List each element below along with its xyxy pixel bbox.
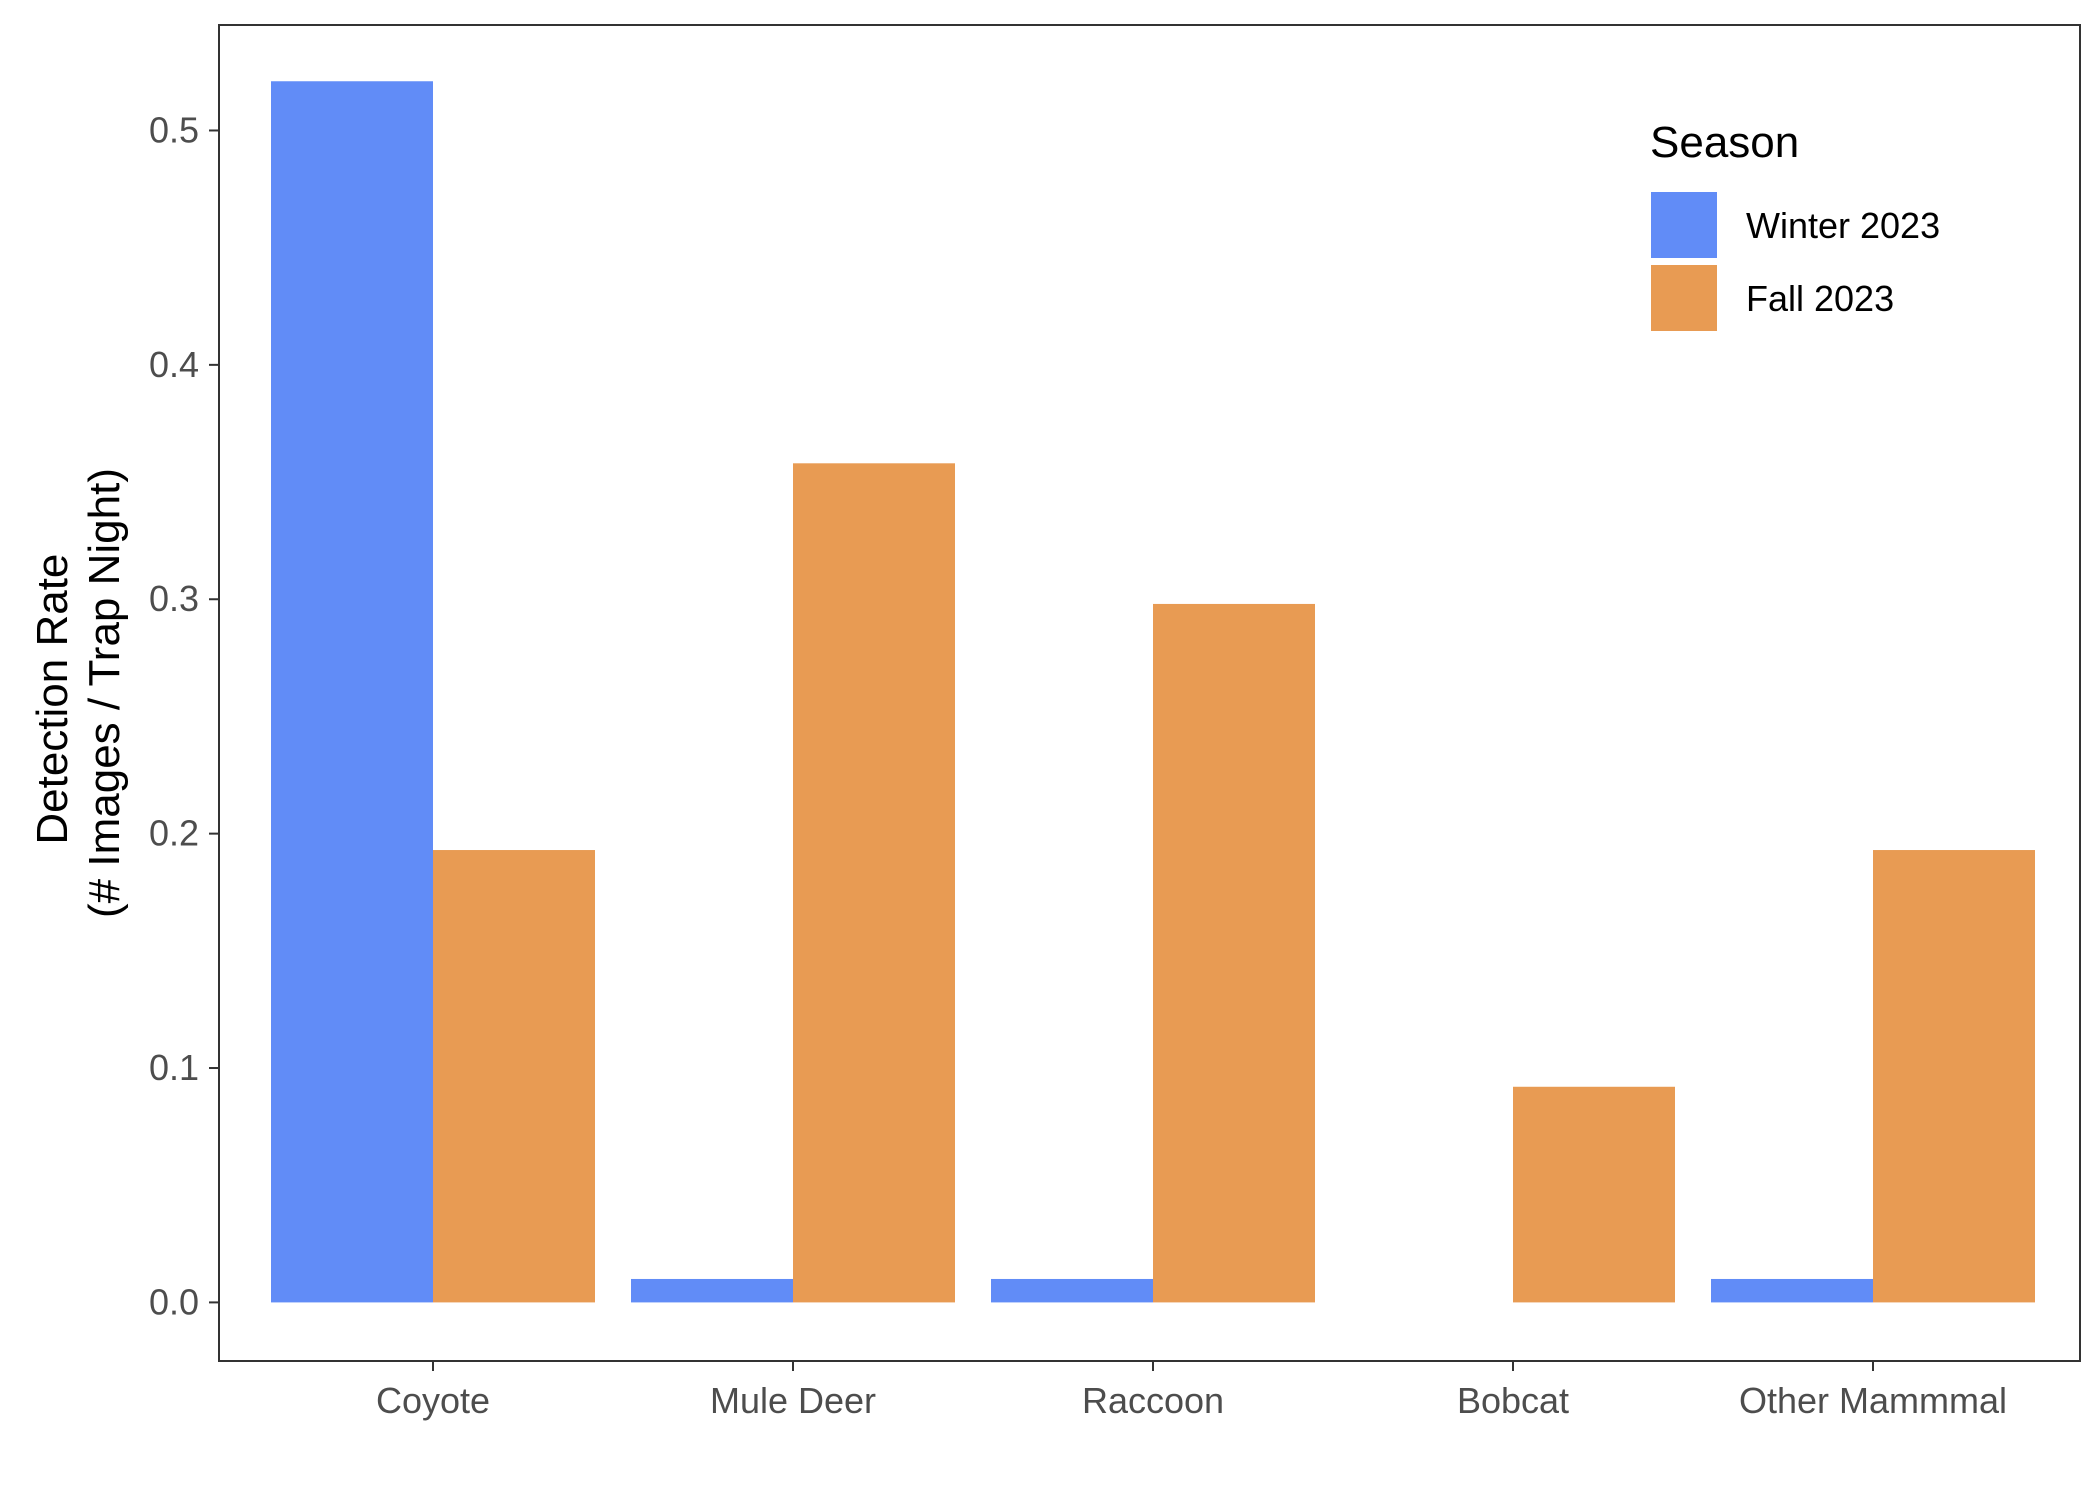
- bar-fall-2023-raccoon: [1153, 603, 1315, 1303]
- y-tick-label: 0.2: [149, 813, 199, 854]
- y-tick-label: 0.5: [149, 109, 199, 150]
- y-tick-label: 0.4: [149, 344, 199, 385]
- legend-key: [1651, 192, 1717, 258]
- y-axis-title-line-2: (# Images / Trap Night): [80, 468, 129, 918]
- legend-title: Season: [1650, 118, 1799, 167]
- legend-items: Winter 2023 Fall 2023: [1651, 192, 1940, 331]
- legend-key: [1651, 265, 1717, 331]
- x-axis: Coyote Mule Deer Raccoon Bobcat Other Mammma…: [376, 1361, 2007, 1421]
- y-tick-label: 0.1: [149, 1047, 199, 1088]
- bars-layer: [271, 81, 2035, 1303]
- x-tick-label: Other Mammmal: [1739, 1380, 2007, 1421]
- bar-winter-2023-mule-deer: [631, 1278, 793, 1303]
- x-tick-label: Raccoon: [1082, 1380, 1224, 1421]
- x-tick-label: Coyote: [376, 1380, 490, 1421]
- legend: Season Winter 2023 Fall 2023: [1650, 118, 1940, 331]
- bar-fall-2023-coyote: [433, 850, 595, 1303]
- x-tick-label: Bobcat: [1457, 1380, 1569, 1421]
- bar-fall-2023-other-mammmal: [1873, 850, 2035, 1303]
- y-tick-label: 0.0: [149, 1281, 199, 1322]
- bar-fall-2023-mule-deer: [793, 463, 955, 1303]
- y-axis: 0.0 0.1 0.2 0.3 0.4 0.5: [149, 109, 219, 1322]
- legend-label: Winter 2023: [1746, 205, 1940, 246]
- x-tick-label: Mule Deer: [710, 1380, 876, 1421]
- bar-winter-2023-other-mammmal: [1711, 1278, 1873, 1303]
- bar-winter-2023-raccoon: [991, 1278, 1153, 1303]
- legend-label: Fall 2023: [1746, 278, 1894, 319]
- bar-fall-2023-bobcat: [1513, 1086, 1675, 1303]
- y-axis-title: Detection Rate (# Images / Trap Night): [28, 468, 129, 918]
- bar-winter-2023-coyote: [271, 81, 433, 1303]
- y-tick-label: 0.3: [149, 578, 199, 619]
- y-axis-title-line-1: Detection Rate: [28, 554, 77, 845]
